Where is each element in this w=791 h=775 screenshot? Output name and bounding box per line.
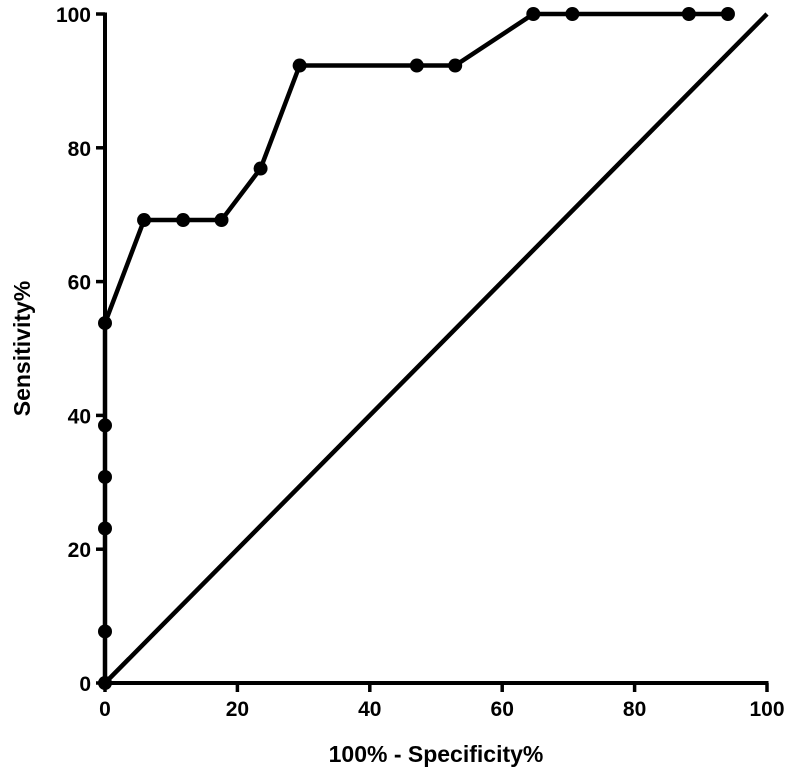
roc-data-point [98,676,112,690]
x-tick-label: 0 [99,698,111,721]
y-tick-label: 80 [68,138,91,161]
y-tick-label: 60 [68,272,91,295]
roc-data-point [448,58,463,73]
roc-data-point [526,7,541,21]
y-tick-label: 0 [79,673,91,696]
x-tick-label: 40 [358,698,381,721]
x-tick-label: 80 [623,698,646,721]
roc-data-point [292,58,307,73]
y-tick-label: 40 [68,405,91,428]
roc-data-point [98,521,112,536]
roc-data-point [98,316,112,331]
roc-curve-line [102,11,731,686]
roc-data-point [137,213,152,228]
tick-labels: 0 20 40 60 80 100 0 20 40 60 80 100 [56,4,785,721]
y-axis-title: Sensitivity% [9,281,35,417]
roc-data-point [98,469,112,484]
roc-data-point [176,213,191,228]
roc-curve-layer [102,11,731,686]
x-tick-label: 60 [491,698,514,721]
y-tick-label: 20 [68,539,91,562]
x-axis-title: 100% - Specificity% [329,741,544,767]
reference-line-layer [103,12,769,685]
roc-data-point [98,624,112,639]
reference-diagonal-line [103,12,769,685]
y-tick-label: 100 [56,4,91,27]
roc-markers-layer [98,7,735,690]
roc-data-point [98,418,112,433]
x-tick-label: 20 [226,698,249,721]
roc-data-point [565,7,580,21]
roc-data-point [720,7,735,21]
roc-data-point [253,161,268,176]
roc-data-point [214,213,229,228]
roc-data-point [681,7,696,21]
roc-data-point [409,58,424,73]
x-tick-label: 100 [749,698,784,721]
